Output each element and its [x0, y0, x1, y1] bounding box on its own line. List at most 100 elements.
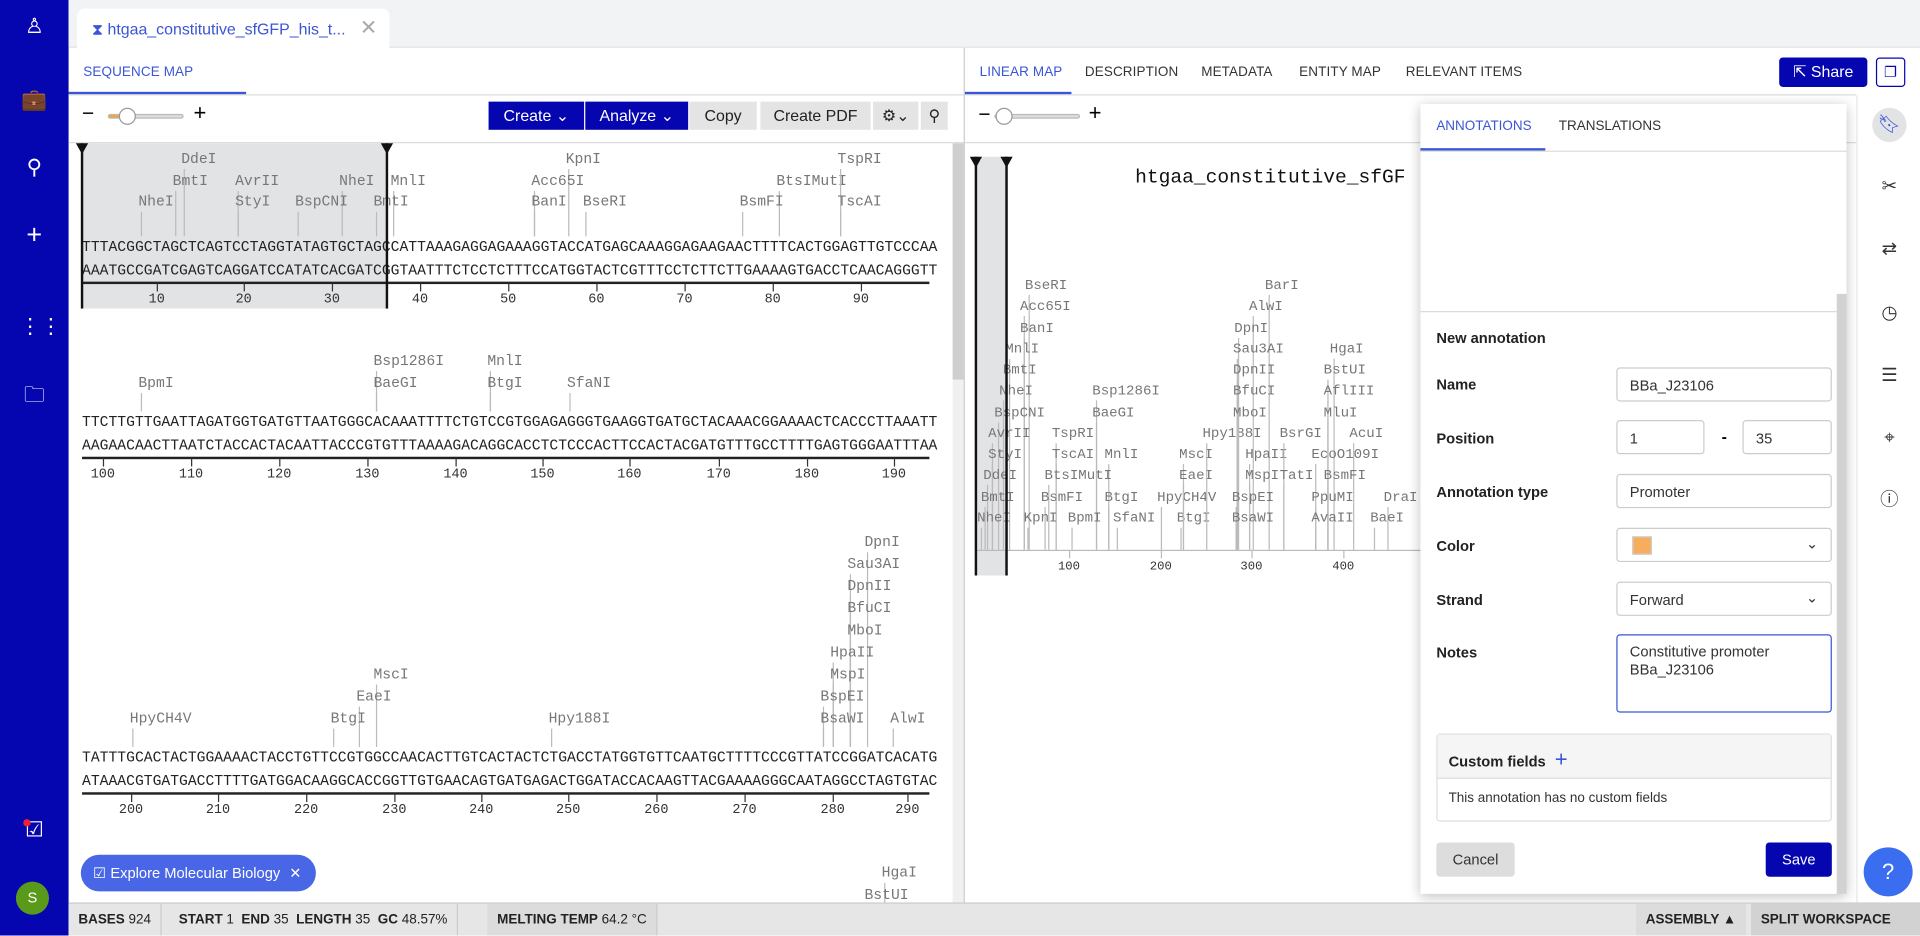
enzyme-label[interactable]: BseRI: [582, 193, 627, 211]
close-tab-icon[interactable]: ✕: [359, 15, 378, 40]
enzyme-label[interactable]: BsmFI: [1040, 489, 1084, 506]
enzyme-label[interactable]: TscAI: [837, 193, 882, 211]
copy-button[interactable]: Copy: [689, 101, 757, 130]
enzyme-label[interactable]: EcoO109I: [1311, 446, 1380, 463]
selection-cursor[interactable]: [974, 156, 978, 576]
enzyme-label[interactable]: BstUI: [864, 886, 909, 904]
enzyme-label[interactable]: TspRI: [837, 150, 882, 168]
cancel-button[interactable]: Cancel: [1436, 842, 1515, 877]
folder-sync-icon[interactable]: 🗀: [23, 383, 45, 407]
enzyme-label[interactable]: HgaI: [1329, 341, 1364, 358]
enzyme-label[interactable]: MscI: [1179, 446, 1213, 463]
enzyme-label[interactable]: TspRI: [1051, 426, 1095, 443]
enzyme-label[interactable]: BmtI: [172, 172, 208, 190]
enzyme-label[interactable]: MspI: [830, 666, 866, 684]
enzyme-label[interactable]: BsaWI: [820, 710, 865, 728]
end-position-input[interactable]: 35: [1742, 420, 1832, 455]
swap-arrows-icon[interactable]: ⇄: [1881, 238, 1898, 260]
annotation-type-input[interactable]: Promoter: [1616, 473, 1832, 509]
enzyme-label[interactable]: MnlI: [390, 172, 426, 190]
enzyme-label[interactable]: NheI: [977, 510, 1011, 527]
enzyme-label[interactable]: BarI: [1264, 277, 1299, 294]
enzyme-label[interactable]: SfaNI: [1113, 510, 1156, 527]
assembly-button[interactable]: ASSEMBLY ▲: [1635, 903, 1746, 936]
enzyme-label[interactable]: BtsIMutI: [776, 172, 847, 190]
strand-select[interactable]: Forward ⌄: [1616, 581, 1832, 616]
align-bars-icon[interactable]: ☰: [1881, 364, 1898, 386]
tab-relevant-items[interactable]: RELEVANT ITEMS: [1405, 64, 1523, 80]
find-search-icon[interactable]: ⚲: [920, 101, 948, 130]
enzyme-label[interactable]: Hpy188I: [548, 710, 611, 728]
color-select[interactable]: ⌄: [1616, 527, 1832, 563]
bookmark-icon[interactable]: 🔖︎: [1877, 113, 1902, 135]
enzyme-label[interactable]: DdeI: [181, 150, 217, 168]
top-strand[interactable]: TTCTTGTTGAATTAGATGGTGATGTTAATGGGCACAAATT…: [82, 413, 938, 432]
enzyme-label[interactable]: AflIII: [1323, 383, 1375, 400]
enzyme-label[interactable]: SfaNI: [566, 374, 612, 392]
enzyme-label[interactable]: DpnII: [847, 577, 892, 596]
apps-grid-icon[interactable]: ⋮⋮⋮: [19, 314, 83, 338]
bottom-strand[interactable]: AAGAACAACTTAATCTACCACTACAATTACCCGTGTTTAA…: [82, 437, 938, 455]
map-zoom-slider[interactable]: [994, 113, 1081, 119]
enzyme-label[interactable]: KpnI: [565, 150, 601, 168]
zoom-slider-handle[interactable]: [118, 107, 136, 125]
enzyme-label[interactable]: BmtI: [373, 193, 409, 211]
document-tab[interactable]: ⧗ htgaa_constitutive_sfGFP_his_t... ✕: [77, 8, 390, 49]
map-zoom-in-button[interactable]: +: [1088, 100, 1102, 125]
enzyme-label[interactable]: BmtI: [980, 489, 1015, 506]
save-button[interactable]: Save: [1765, 842, 1832, 877]
tab-description[interactable]: DESCRIPTION: [1084, 64, 1179, 80]
scissors-icon[interactable]: ✂: [1881, 176, 1898, 198]
logo-icon[interactable]: ♙: [24, 14, 44, 38]
zoom-in-button[interactable]: +: [193, 100, 207, 125]
tab-entity-map[interactable]: ENTITY MAP: [1299, 64, 1381, 80]
enzyme-label[interactable]: NheI: [339, 172, 375, 190]
enzyme-label[interactable]: MspI: [1245, 467, 1280, 484]
enzyme-label[interactable]: BspCNI: [295, 193, 349, 211]
selection-cursor[interactable]: [80, 143, 84, 309]
history-clock-icon[interactable]: ◷: [1881, 302, 1898, 324]
enzyme-label[interactable]: HgaI: [881, 864, 917, 882]
bottom-strand[interactable]: ATAAACGTGATGACCTTTTGATGGACAAGGCACCGGTTGT…: [82, 772, 938, 790]
cursor-handle-icon[interactable]: [75, 143, 89, 155]
selection-cursor[interactable]: [1005, 156, 1008, 576]
enzyme-label[interactable]: EaeI: [356, 688, 392, 706]
enzyme-label[interactable]: MboI: [847, 622, 883, 640]
enzyme-label[interactable]: BspCNI: [994, 405, 1046, 422]
enzyme-label[interactable]: MnlI: [1005, 341, 1040, 358]
split-workspace-button[interactable]: SPLIT WORKSPACE: [1751, 903, 1920, 936]
enzyme-label[interactable]: BspEI: [820, 688, 865, 706]
start-position-input[interactable]: 1: [1616, 420, 1705, 455]
enzyme-label[interactable]: Sau3AI: [1233, 341, 1284, 358]
enzyme-label[interactable]: DdeI: [983, 467, 1018, 484]
enzyme-label[interactable]: EaeI: [1179, 467, 1213, 484]
enzyme-label[interactable]: BpmI: [1067, 510, 1102, 527]
explore-molecular-biology-chip[interactable]: ☑ Explore Molecular Biology ✕: [80, 854, 316, 892]
create-button[interactable]: Create ⌄: [488, 101, 585, 130]
enzyme-label[interactable]: BanI: [1020, 320, 1054, 337]
help-button[interactable]: ?: [1863, 847, 1913, 897]
enzyme-label[interactable]: BfuCI: [847, 600, 892, 618]
info-icon[interactable]: ⓘ: [1880, 489, 1899, 511]
enzyme-label[interactable]: MnlI: [1104, 446, 1139, 463]
enzyme-label[interactable]: AcuI: [1349, 426, 1384, 443]
enzyme-label[interactable]: AlwI: [1248, 298, 1283, 315]
crosshair-icon[interactable]: ⌖: [1884, 427, 1895, 449]
enzyme-label[interactable]: StyI: [235, 193, 271, 211]
enzyme-label[interactable]: DpnI: [1234, 320, 1269, 337]
cursor-handle-icon[interactable]: [1000, 156, 1013, 168]
plus-icon[interactable]: +: [26, 219, 43, 250]
copy-link-icon[interactable]: ❐: [1875, 57, 1906, 87]
enzyme-label[interactable]: StyI: [988, 447, 1022, 463]
briefcase-icon[interactable]: 💼: [21, 88, 48, 112]
enzyme-label[interactable]: DraI: [1383, 489, 1418, 506]
enzyme-label[interactable]: MscI: [373, 666, 409, 684]
settings-gear-icon[interactable]: ⚙⌄: [873, 101, 919, 130]
tab-metadata[interactable]: METADATA: [1201, 64, 1273, 80]
top-strand[interactable]: TATTTGCACTACTGGAAAACTACCTGTTCCGTGGCCAACA…: [82, 749, 938, 767]
enzyme-label[interactable]: DpnII: [1233, 362, 1276, 379]
name-input[interactable]: BBa_J23106: [1616, 367, 1832, 402]
zoom-out-button[interactable]: −: [82, 101, 95, 125]
enzyme-label[interactable]: BanI: [531, 193, 567, 211]
tab-sequence-map[interactable]: SEQUENCE MAP: [83, 64, 194, 80]
